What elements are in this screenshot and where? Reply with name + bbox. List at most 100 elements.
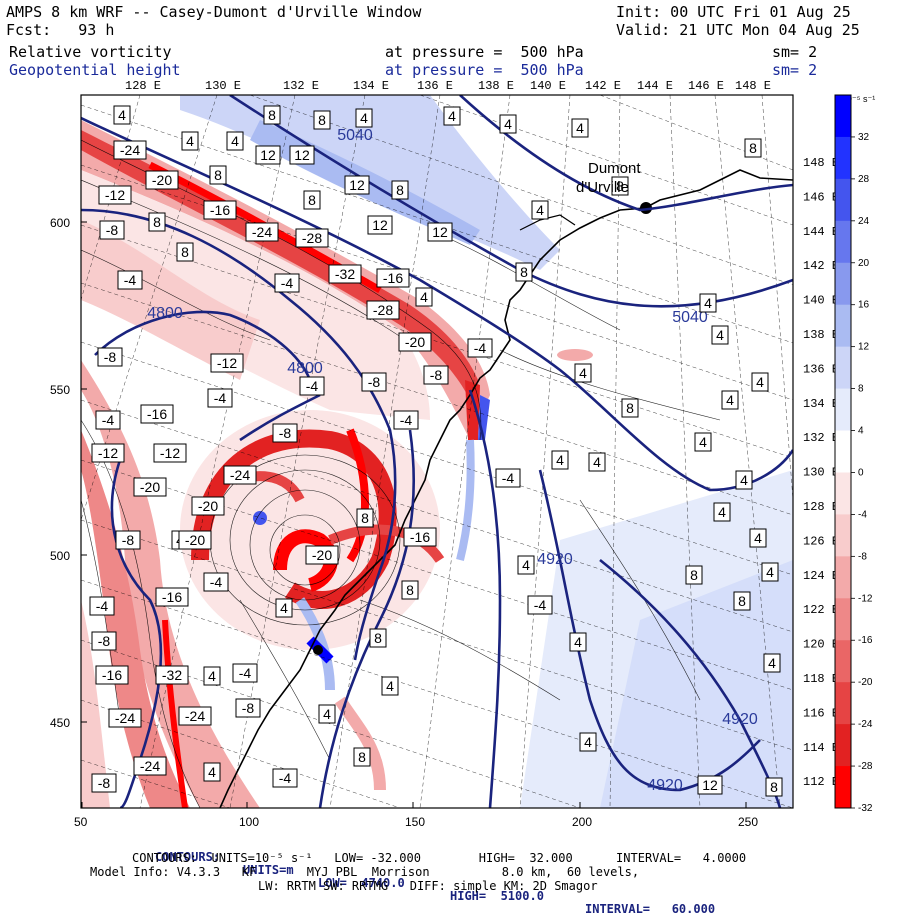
vorticity-label: -28 — [295, 228, 329, 248]
vorticity-label-text: 8 — [358, 749, 366, 765]
latitude-label-right: 126 E — [803, 534, 839, 548]
latitude-label-right: 144 E — [803, 225, 839, 239]
vorticity-label: 12 — [427, 222, 453, 242]
vorticity-label: -24 — [113, 140, 147, 160]
vorticity-label: 4 — [763, 653, 781, 673]
longitude-label-top: 128 E — [125, 79, 161, 93]
vorticity-label-text: 4 — [536, 202, 544, 218]
vorticity-label-text: 4 — [208, 668, 216, 684]
vorticity-label-text: -20 — [152, 172, 172, 188]
footer-height-interval: INTERVAL= 60.000 — [585, 902, 716, 916]
vorticity-label: -24 — [178, 706, 212, 726]
vorticity-label-text: -12 — [105, 187, 125, 203]
vorticity-label: -8 — [99, 220, 125, 240]
vorticity-label-text: -28 — [373, 302, 393, 318]
vorticity-label: 4 — [113, 105, 131, 125]
vorticity-label: -4 — [89, 596, 115, 616]
latitude-label-right: 148 E — [803, 156, 839, 170]
height-contour-4860 — [81, 208, 397, 661]
vorticity-label-text: -20 — [185, 532, 205, 548]
footer-contour-line2: CONTOURS: UNITS=10⁻⁵ s⁻¹ LOW= -32.000 HI… — [132, 851, 747, 865]
vorticity-label-text: 4 — [522, 557, 530, 573]
colorbar-swatch — [835, 598, 851, 641]
vorticity-label: 4 — [711, 325, 729, 345]
vorticity-label: -4 — [527, 595, 553, 615]
vorticity-label: 4 — [749, 528, 767, 548]
vorticity-label-text: 4 — [186, 133, 194, 149]
vorticity-label: -8 — [235, 698, 261, 718]
vorticity-label-text: -24 — [115, 710, 135, 726]
footer-height-low: LOW= 4740.0 — [318, 876, 405, 890]
latitude-label-right: 134 E — [803, 397, 839, 411]
vorticity-label-text: 4 — [576, 120, 584, 136]
vorticity-label-text: 12 — [260, 147, 276, 163]
vorticity-label: 4 — [318, 704, 336, 724]
x-axis: 50 100 150 200 250 — [74, 802, 758, 829]
vorticity-label: 4 — [588, 452, 606, 472]
vorticity-label: 4 — [699, 293, 717, 313]
x-tick-label: 100 — [239, 815, 259, 829]
height-contour-label: 5040 — [337, 127, 373, 144]
vorticity-label: 8 — [356, 508, 374, 528]
vorticity-label-text: -4 — [306, 378, 319, 394]
y-tick-label: 500 — [50, 549, 70, 563]
colorbar-tick-label: -4 — [858, 509, 867, 520]
footer-height-high: HIGH= 5100.0 — [450, 889, 544, 903]
height-contour-label: 4920 — [722, 711, 758, 728]
field2-smoothing: sm= 2 — [772, 61, 818, 79]
vorticity-label: -12 — [91, 443, 125, 463]
vorticity-label: -20 — [133, 477, 167, 497]
vorticity-label: 8 — [148, 212, 166, 232]
colorbar-tick-label: 28 — [858, 174, 870, 185]
colorbar-tick-label: 32 — [858, 132, 870, 143]
vorticity-label-text: 8 — [318, 112, 326, 128]
vorticity-label: -4 — [393, 410, 419, 430]
vorticity-label: 4 — [381, 676, 399, 696]
vorticity-label: -8 — [361, 372, 387, 392]
colorbar-tick-label: -28 — [858, 761, 873, 772]
vorticity-label-text: -4 — [534, 597, 547, 613]
colorbar-swatch — [835, 136, 851, 180]
vorticity-label-text: -24 — [185, 708, 205, 724]
vorticity-label-text: 8 — [396, 182, 404, 198]
vorticity-label-text: 4 — [118, 107, 126, 123]
longitude-labels-top: 128 E 130 E 132 E 134 E 136 E 138 E 140 E 142 E… — [125, 79, 771, 93]
vorticity-label-text: -4 — [281, 275, 294, 291]
vorticity-label-text: 8 — [374, 630, 382, 646]
height-contour-4920 — [468, 389, 502, 808]
vorticity-label-text: 4 — [208, 764, 216, 780]
vorticity-label: 4 — [761, 562, 779, 582]
vorticity-label: -20 — [145, 170, 179, 190]
colorbar-swatch — [835, 766, 851, 809]
height-contour-label: 4800 — [287, 360, 323, 377]
y-tick-label: 550 — [50, 383, 70, 397]
vorticity-label: -12 — [153, 443, 187, 463]
vorticity-label: -8 — [115, 530, 141, 550]
latitude-label-right: 146 E — [803, 190, 839, 204]
place-label-dumont: Dumont — [588, 160, 641, 177]
vorticity-label-text: -8 — [122, 532, 135, 548]
vorticity-label: -16 — [403, 527, 437, 547]
vorticity-label-text: -24 — [252, 224, 272, 240]
longitude-label-top: 132 E — [283, 79, 319, 93]
y-tick-label: 450 — [50, 716, 70, 730]
vorticity-label: 8 — [685, 565, 703, 585]
height-contour-label: 4920 — [537, 551, 573, 568]
negative-vorticity-band-core — [81, 130, 478, 400]
colorbar-swatch — [835, 388, 851, 432]
x-tick-label: 250 — [738, 815, 758, 829]
height-contour-4800-south — [110, 459, 163, 808]
colorbar-tick-label: 4 — [858, 426, 864, 437]
vorticity-label-text: 8 — [308, 192, 316, 208]
vorticity-label-text: 8 — [770, 779, 778, 795]
height-contour-5100 — [459, 95, 793, 212]
latitude-label-right: 114 E — [803, 741, 839, 755]
vorticity-label-text: 4 — [323, 706, 331, 722]
field1-smoothing: sm= 2 — [772, 43, 818, 61]
vorticity-label: 4 — [499, 114, 517, 134]
vorticity-label-text: -20 — [405, 334, 425, 350]
vorticity-label-text: 4 — [718, 504, 726, 520]
vorticity-label: 4 — [203, 762, 221, 782]
vorticity-label-text: 8 — [268, 107, 276, 123]
